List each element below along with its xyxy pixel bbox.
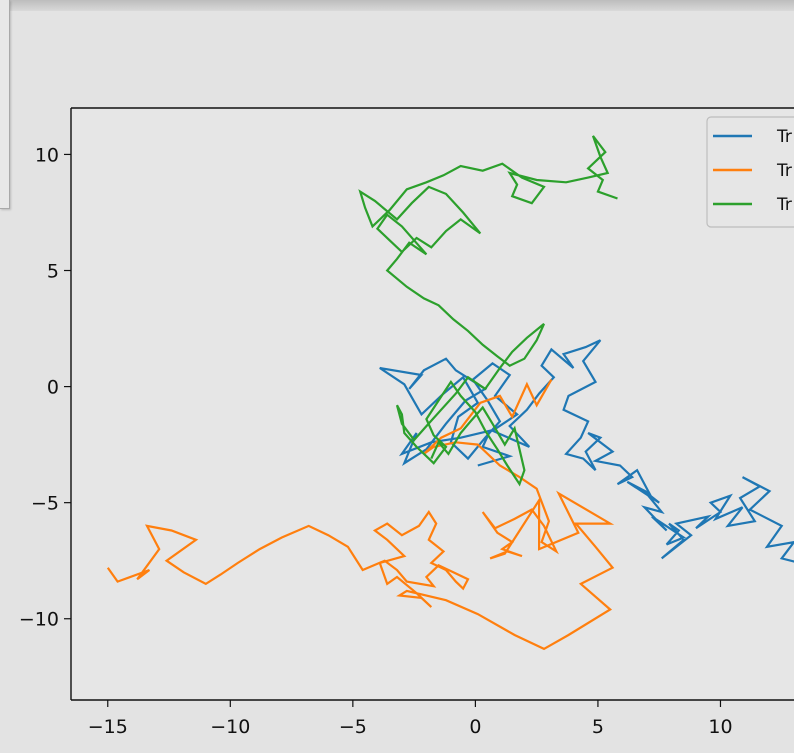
series-line-3 — [358, 135, 618, 487]
x-tick-label: 5 — [592, 716, 604, 738]
series-line-1 — [379, 339, 794, 563]
y-tick-label: −10 — [19, 609, 59, 631]
legend: Tr Tr Tr — [706, 116, 794, 228]
series-line-2 — [106, 379, 615, 651]
window-top-strip — [0, 0, 794, 11]
x-tick-label: 0 — [469, 716, 481, 738]
legend-box — [706, 116, 794, 228]
y-tick-label: 0 — [47, 377, 59, 399]
x-tick-label: −5 — [339, 716, 367, 738]
y-tick-label: −5 — [31, 493, 59, 515]
axes-layer: −15 −10 −5 0 5 10 −10 −5 0 5 10 — [19, 107, 794, 738]
x-tick-label: −15 — [88, 716, 128, 738]
side-panel-edge — [0, 0, 10, 209]
legend-label-3: Tr — [776, 195, 792, 215]
x-tick-label: −10 — [210, 716, 250, 738]
x-tick-label: 10 — [708, 716, 732, 738]
y-tick-label: 5 — [47, 261, 59, 283]
y-tick-label: 10 — [35, 144, 59, 166]
legend-label-1: Tr — [776, 127, 792, 147]
legend-label-2: Tr — [776, 161, 792, 181]
series-layer — [106, 135, 794, 651]
